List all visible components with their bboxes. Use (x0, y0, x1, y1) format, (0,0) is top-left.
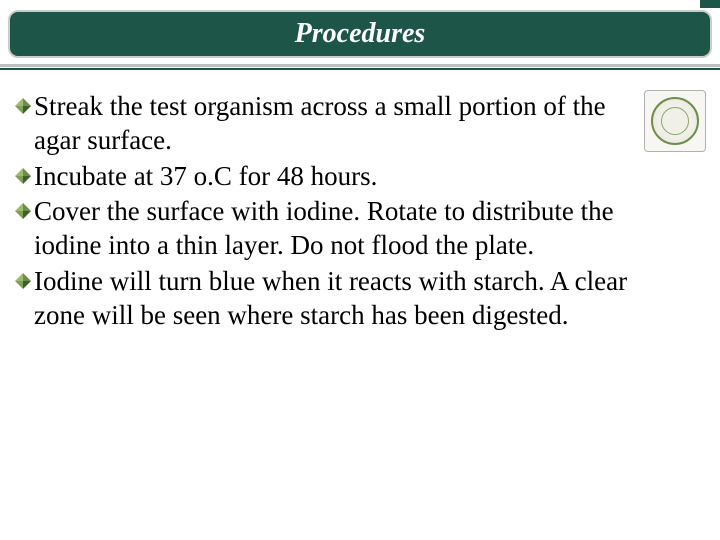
bullet-list: Streak the test organism across a small … (14, 90, 630, 334)
list-item: Incubate at 37 o.C for 48 hours. (14, 160, 630, 194)
list-item: Iodine will turn blue when it reacts wit… (14, 265, 630, 333)
diamond-bullet-icon (14, 272, 32, 290)
list-item: Streak the test organism across a small … (14, 90, 630, 158)
seal-icon (651, 97, 699, 145)
list-item-text: Cover the surface with iodine. Rotate to… (34, 195, 630, 263)
institution-logo (644, 90, 706, 152)
underline-grey (0, 64, 720, 67)
underline-green (0, 68, 720, 70)
title-bar: Procedures (8, 10, 712, 58)
page-title: Procedures (10, 12, 710, 56)
diamond-bullet-icon (14, 167, 32, 185)
diamond-bullet-icon (14, 202, 32, 220)
title-underline (0, 64, 720, 70)
list-item-text: Streak the test organism across a small … (34, 90, 630, 158)
diamond-bullet-icon (14, 97, 32, 115)
list-item-text: Iodine will turn blue when it reacts wit… (34, 265, 630, 333)
list-item-text: Incubate at 37 o.C for 48 hours. (34, 160, 377, 194)
corner-accent (700, 0, 720, 8)
list-item: Cover the surface with iodine. Rotate to… (14, 195, 630, 263)
